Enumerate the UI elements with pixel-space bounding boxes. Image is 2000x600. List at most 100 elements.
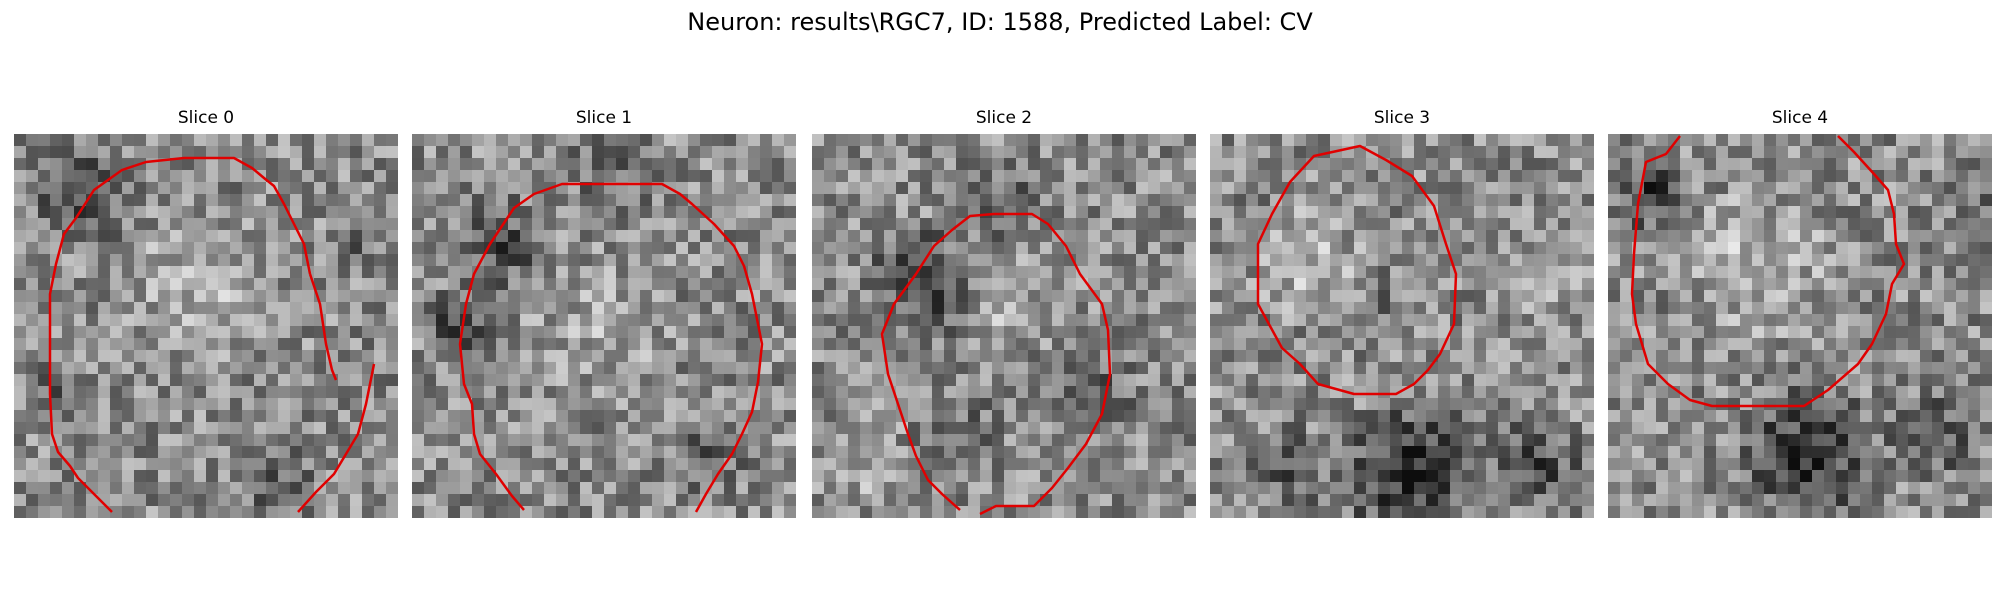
pixel xyxy=(628,470,641,483)
pixel xyxy=(1342,194,1355,207)
pixel xyxy=(508,278,521,291)
pixel xyxy=(784,266,796,279)
pixel xyxy=(424,494,437,507)
pixel xyxy=(1330,434,1343,447)
pixel xyxy=(1004,290,1017,303)
pixel xyxy=(860,266,873,279)
pixel xyxy=(158,218,171,231)
pixel xyxy=(896,506,909,518)
pixel xyxy=(532,314,545,327)
pixel xyxy=(146,470,159,483)
pixel xyxy=(1656,422,1669,435)
pixel xyxy=(62,158,75,171)
pixel xyxy=(484,374,497,387)
pixel xyxy=(1776,182,1789,195)
pixel xyxy=(290,410,303,423)
pixel xyxy=(884,254,897,267)
pixel xyxy=(592,398,605,411)
pixel xyxy=(1088,494,1101,507)
pixel xyxy=(472,374,485,387)
pixel xyxy=(266,458,279,471)
pixel xyxy=(628,158,641,171)
pixel xyxy=(1752,362,1765,375)
pixel xyxy=(1076,230,1089,243)
pixel xyxy=(1282,278,1295,291)
pixel xyxy=(1704,170,1717,183)
pixel xyxy=(182,278,195,291)
pixel xyxy=(568,242,581,255)
pixel xyxy=(848,254,861,267)
pixel xyxy=(908,386,921,399)
pixel xyxy=(1716,362,1729,375)
pixel xyxy=(824,398,837,411)
pixel xyxy=(1354,398,1367,411)
pixel xyxy=(484,506,497,518)
pixel xyxy=(1498,230,1511,243)
pixel xyxy=(230,374,243,387)
pixel xyxy=(412,314,425,327)
pixel xyxy=(1270,374,1283,387)
pixel xyxy=(1656,254,1669,267)
pixel xyxy=(592,194,605,207)
pixel xyxy=(1366,266,1379,279)
pixel xyxy=(1222,434,1235,447)
pixel xyxy=(772,410,785,423)
pixel xyxy=(760,314,773,327)
pixel xyxy=(170,314,183,327)
pixel xyxy=(1656,194,1669,207)
pixel xyxy=(1656,350,1669,363)
pixel xyxy=(1184,434,1196,447)
pixel xyxy=(1896,398,1909,411)
pixel xyxy=(532,266,545,279)
pixel xyxy=(386,170,398,183)
pixel xyxy=(14,146,27,159)
pixel xyxy=(920,278,933,291)
pixel xyxy=(254,494,267,507)
pixel xyxy=(484,206,497,219)
pixel xyxy=(1546,434,1559,447)
pixel xyxy=(884,206,897,219)
pixel xyxy=(74,506,87,518)
pixel xyxy=(74,458,87,471)
pixel xyxy=(664,230,677,243)
pixel xyxy=(1522,254,1535,267)
pixel xyxy=(616,218,629,231)
pixel xyxy=(1378,182,1391,195)
pixel xyxy=(1932,386,1945,399)
pixel xyxy=(836,230,849,243)
pixel xyxy=(374,338,387,351)
pixel xyxy=(860,290,873,303)
pixel xyxy=(1462,422,1475,435)
pixel xyxy=(932,350,945,363)
pixel xyxy=(836,362,849,375)
pixel xyxy=(664,446,677,459)
pixel xyxy=(932,206,945,219)
pixel xyxy=(568,146,581,159)
pixel xyxy=(640,506,653,518)
pixel xyxy=(1088,230,1101,243)
pixel xyxy=(1932,422,1945,435)
pixel xyxy=(1740,422,1753,435)
pixel xyxy=(1330,230,1343,243)
pixel xyxy=(908,410,921,423)
pixel xyxy=(1210,362,1223,375)
pixel xyxy=(386,302,398,315)
pixel xyxy=(182,338,195,351)
pixel xyxy=(664,326,677,339)
pixel xyxy=(836,374,849,387)
pixel xyxy=(568,302,581,315)
pixel xyxy=(1498,338,1511,351)
pixel xyxy=(158,338,171,351)
pixel xyxy=(1716,410,1729,423)
pixel xyxy=(1680,458,1693,471)
pixel xyxy=(1522,506,1535,518)
pixel xyxy=(374,194,387,207)
pixel xyxy=(1112,218,1125,231)
pixel xyxy=(1704,158,1717,171)
pixel xyxy=(860,350,873,363)
pixel xyxy=(1644,338,1657,351)
pixel xyxy=(74,230,87,243)
pixel xyxy=(968,458,981,471)
pixel xyxy=(1318,326,1331,339)
pixel xyxy=(1438,494,1451,507)
